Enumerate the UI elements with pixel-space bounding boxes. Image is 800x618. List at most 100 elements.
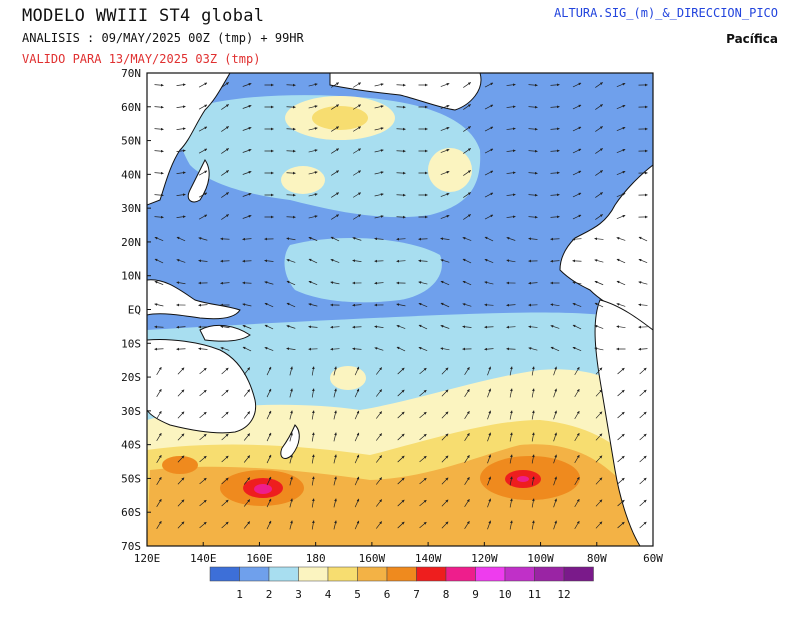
direction-arrow (354, 454, 360, 464)
direction-arrow (177, 433, 185, 441)
direction-arrow (639, 433, 647, 441)
direction-arrow (464, 388, 470, 397)
direction-arrow (616, 258, 626, 264)
direction-arrow (264, 346, 274, 351)
lat-label: 20S (121, 371, 141, 384)
direction-arrow (506, 325, 516, 329)
direction-arrow (176, 171, 186, 175)
direction-arrow (289, 520, 293, 530)
direction-arrow (333, 432, 337, 442)
direction-arrow (464, 454, 470, 463)
direction-arrow (617, 521, 625, 529)
direction-arrow (528, 83, 538, 87)
direction-arrow (595, 170, 603, 176)
direction-arrow (441, 499, 449, 507)
direction-arrow (594, 302, 604, 308)
direction-arrow (154, 127, 164, 131)
direction-arrow (221, 499, 229, 507)
legend-label: 11 (528, 588, 541, 601)
direction-arrow (266, 498, 272, 508)
direction-arrow (177, 411, 185, 419)
direction-arrow (221, 389, 229, 397)
direction-arrow (177, 499, 185, 507)
direction-arrow (528, 193, 538, 197)
lon-label: 160E (246, 552, 273, 565)
direction-arrow (199, 411, 207, 419)
legend-label: 5 (354, 588, 361, 601)
legend-swatch (209, 566, 240, 582)
wave-band-3m-north (178, 95, 481, 218)
land-south-america (594, 299, 653, 546)
direction-arrow (198, 104, 208, 110)
direction-arrow (617, 389, 625, 397)
direction-arrow (242, 127, 252, 131)
legend-swatch (504, 566, 535, 582)
valid-time: VALIDO PARA 13/MAY/2025 03Z (tmp) (22, 52, 261, 66)
direction-arrow (574, 366, 580, 376)
direction-arrow (289, 476, 293, 486)
direction-arrow (154, 303, 164, 307)
direction-arrow (440, 237, 450, 241)
direction-arrow (286, 237, 296, 241)
direction-arrow (396, 193, 406, 197)
legend-label: 8 (443, 588, 450, 601)
direction-arrow (311, 454, 315, 464)
direction-arrow (396, 346, 406, 352)
direction-arrow (397, 389, 405, 397)
direction-arrow (286, 171, 296, 175)
direction-arrow (221, 521, 229, 529)
variable-name: ALTURA.SIG_(m)_&_DIRECCION_PICO (554, 6, 778, 20)
direction-arrow (595, 499, 603, 507)
direction-arrow (242, 215, 252, 219)
direction-arrow (266, 432, 272, 442)
direction-arrow (156, 410, 162, 420)
direction-arrow (553, 432, 557, 442)
direction-arrow (176, 193, 186, 197)
direction-arrow (331, 170, 340, 176)
direction-arrow (616, 280, 626, 286)
direction-arrow (418, 324, 428, 330)
direction-arrow (333, 410, 337, 420)
direction-arrow (220, 259, 230, 263)
legend-label: 9 (472, 588, 479, 601)
direction-arrow (311, 410, 315, 420)
direction-arrow (397, 411, 405, 419)
direction-arrow (639, 499, 647, 507)
direction-arrow (266, 388, 272, 398)
direction-arrow (242, 171, 252, 175)
direction-arrow (308, 83, 318, 87)
direction-arrow (221, 455, 229, 463)
direction-arrow (177, 389, 185, 397)
direction-arrow (528, 347, 538, 351)
direction-arrow (574, 454, 580, 464)
direction-arrow (595, 148, 603, 154)
direction-arrow (616, 192, 626, 198)
direction-arrow (289, 366, 293, 376)
land-asia (147, 73, 231, 206)
direction-arrow (617, 367, 625, 375)
direction-arrow (463, 170, 471, 176)
direction-arrow (308, 149, 318, 153)
lon-label: 120E (134, 552, 161, 565)
direction-arrow (311, 520, 315, 530)
direction-arrow (550, 171, 560, 175)
direction-arrow (375, 367, 383, 375)
wave-band-4m-north-3 (428, 148, 472, 192)
direction-arrow (396, 303, 406, 307)
latitude-labels: 70N 60N 50N 40N 30N 20N 10N EQ 10S 20S 30S 40S 50S 60… (121, 67, 151, 553)
direction-arrow (528, 325, 538, 329)
direction-arrow (220, 347, 230, 351)
direction-arrow (243, 411, 251, 419)
direction-arrow (243, 389, 251, 397)
lat-label: 10N (121, 270, 141, 283)
direction-arrow (221, 148, 229, 154)
direction-arrow (572, 214, 582, 220)
direction-arrow (311, 476, 315, 486)
direction-arrow (595, 455, 603, 463)
direction-arrow (572, 324, 582, 330)
direction-arrow (221, 192, 229, 198)
direction-arrow (572, 82, 582, 88)
direction-arrow (574, 476, 580, 486)
direction-arrow (616, 214, 626, 220)
lon-label: 140W (415, 552, 442, 565)
